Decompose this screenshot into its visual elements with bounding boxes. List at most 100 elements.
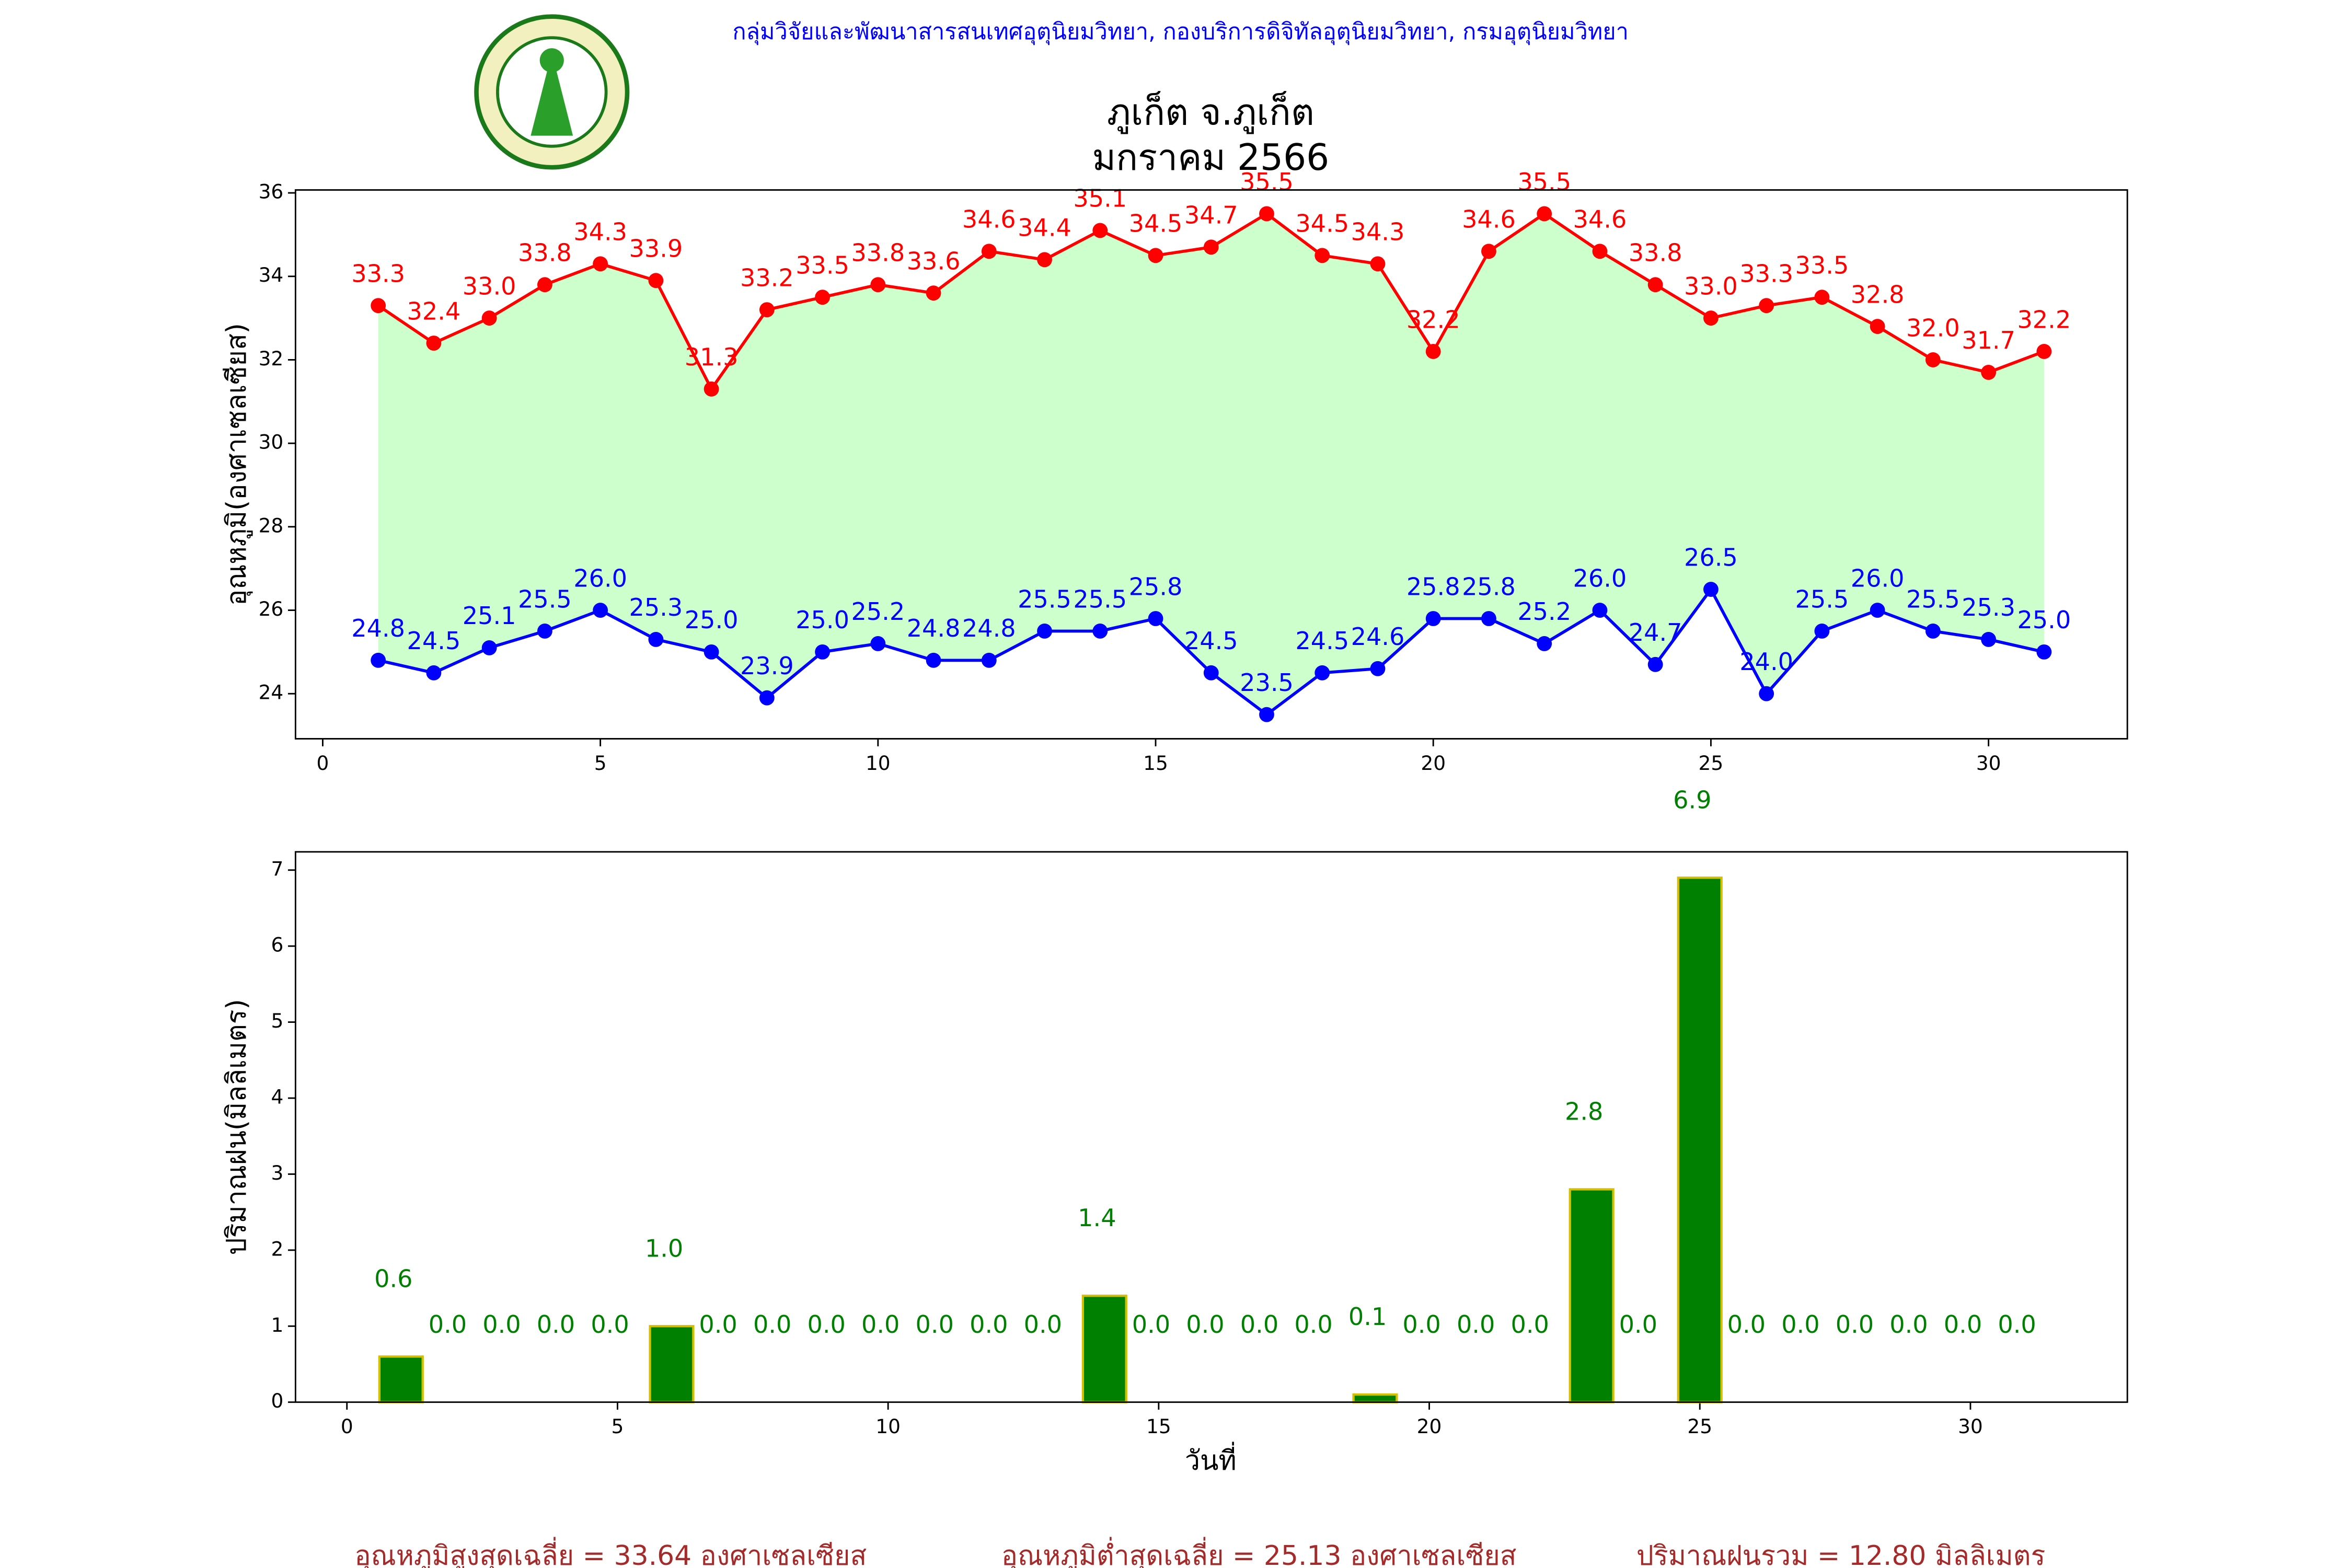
y-tick-label: 32 — [259, 347, 284, 370]
fill-between — [378, 213, 2044, 715]
point — [981, 652, 997, 668]
point — [1592, 603, 1608, 618]
point — [537, 624, 552, 639]
data-label: 25.0 — [795, 606, 849, 634]
x-axis-label: วันที่ — [1185, 1442, 1237, 1477]
data-label: 24.0 — [1739, 648, 1793, 676]
point — [593, 603, 608, 618]
data-label: 25.5 — [518, 585, 572, 613]
data-label: 24.5 — [1184, 627, 1238, 655]
y-tick-label: 34 — [259, 263, 284, 286]
point — [704, 644, 719, 660]
point — [371, 652, 386, 668]
data-label: 24.7 — [1629, 618, 1682, 647]
data-label: 24.8 — [351, 614, 405, 642]
x-tick-label: 5 — [594, 752, 607, 775]
data-label: 0.0 — [807, 1310, 845, 1339]
point — [648, 632, 664, 647]
data-label: 1.0 — [645, 1234, 683, 1262]
x-tick-label: 15 — [1146, 1415, 1171, 1438]
y-tick-label: 1 — [271, 1313, 283, 1336]
data-label: 25.8 — [1129, 572, 1183, 601]
point — [1703, 582, 1719, 597]
y-tick-label: 2 — [271, 1237, 283, 1260]
point — [537, 277, 552, 293]
data-label: 32.2 — [2017, 305, 2071, 333]
footer-text: ปริมาณฝนรวม = 12.80 มิลลิเมตร — [1636, 1540, 2045, 1568]
x-tick-label: 0 — [317, 752, 329, 775]
data-label: 33.2 — [740, 263, 794, 292]
point — [2036, 344, 2052, 359]
data-label: 0.0 — [1024, 1310, 1062, 1339]
data-label: 25.5 — [1795, 585, 1849, 613]
y-tick-label: 36 — [259, 180, 284, 203]
data-label: 34.3 — [573, 218, 627, 246]
point — [1870, 319, 1885, 334]
data-label: 35.5 — [1517, 168, 1571, 196]
data-label: 33.3 — [351, 259, 405, 287]
y-tick-label: 30 — [259, 431, 284, 454]
data-label: 0.0 — [1781, 1310, 1819, 1339]
data-label: 34.5 — [1129, 210, 1183, 238]
data-label: 33.6 — [907, 247, 961, 275]
data-label: 0.0 — [970, 1310, 1008, 1339]
point — [593, 256, 608, 272]
data-label: 34.6 — [1462, 205, 1516, 234]
data-label: 32.4 — [407, 297, 461, 325]
chart-subtitle: มกราคม 2566 — [1092, 137, 1330, 179]
data-label: 24.8 — [907, 614, 961, 642]
data-label: 32.0 — [1906, 314, 1960, 342]
x-tick-label: 30 — [1958, 1415, 1983, 1438]
point — [426, 665, 442, 681]
point — [815, 644, 831, 660]
data-label: 33.5 — [795, 251, 849, 279]
point — [1092, 223, 1108, 238]
point — [1203, 239, 1219, 255]
point — [1037, 252, 1052, 268]
point — [1481, 611, 1496, 626]
point — [870, 636, 886, 651]
footer-text: อุณหภูมิสูงสุดเฉลี่ย = 33.64 องศาเซลเซีย… — [354, 1537, 867, 1568]
data-label: 23.9 — [740, 652, 794, 680]
point — [1537, 636, 1552, 651]
data-label: 33.9 — [629, 235, 683, 263]
data-label: 0.0 — [861, 1310, 900, 1339]
data-label: 35.5 — [1240, 168, 1294, 196]
bar — [1677, 877, 1723, 1403]
x-tick-label: 10 — [866, 752, 891, 775]
data-label: 24.5 — [1295, 627, 1349, 655]
x-tick-label: 25 — [1687, 1415, 1712, 1438]
data-label: 25.2 — [851, 597, 905, 626]
data-label: 34.6 — [962, 205, 1016, 234]
data-label: 33.8 — [518, 239, 572, 267]
data-label: 25.5 — [1018, 585, 1071, 613]
data-label: 24.8 — [962, 614, 1016, 642]
data-label: 0.1 — [1348, 1302, 1387, 1331]
point — [2036, 644, 2052, 660]
y-tick-label: 0 — [271, 1389, 283, 1412]
point — [1981, 364, 1997, 380]
data-label: 0.6 — [374, 1265, 412, 1293]
data-label: 33.0 — [1684, 272, 1738, 300]
data-label: 0.0 — [1511, 1310, 1549, 1339]
point — [481, 310, 497, 326]
data-label: 0.0 — [429, 1310, 467, 1339]
data-label: 0.0 — [699, 1310, 737, 1339]
point — [1925, 624, 1941, 639]
y-tick-label: 24 — [259, 681, 284, 704]
point — [1259, 206, 1274, 222]
point — [1759, 298, 1774, 314]
point — [759, 690, 775, 706]
data-label: 24.6 — [1351, 622, 1405, 651]
point — [1703, 310, 1719, 326]
data-label: 0.0 — [1240, 1310, 1278, 1339]
data-label: 23.5 — [1240, 668, 1294, 697]
x-tick-label: 20 — [1417, 1415, 1442, 1438]
data-label: 33.0 — [463, 272, 516, 300]
data-label: 0.0 — [1998, 1310, 2036, 1339]
data-label: 32.2 — [1406, 305, 1460, 333]
point — [1370, 256, 1386, 272]
data-label: 33.3 — [1739, 259, 1793, 287]
point — [926, 652, 941, 668]
